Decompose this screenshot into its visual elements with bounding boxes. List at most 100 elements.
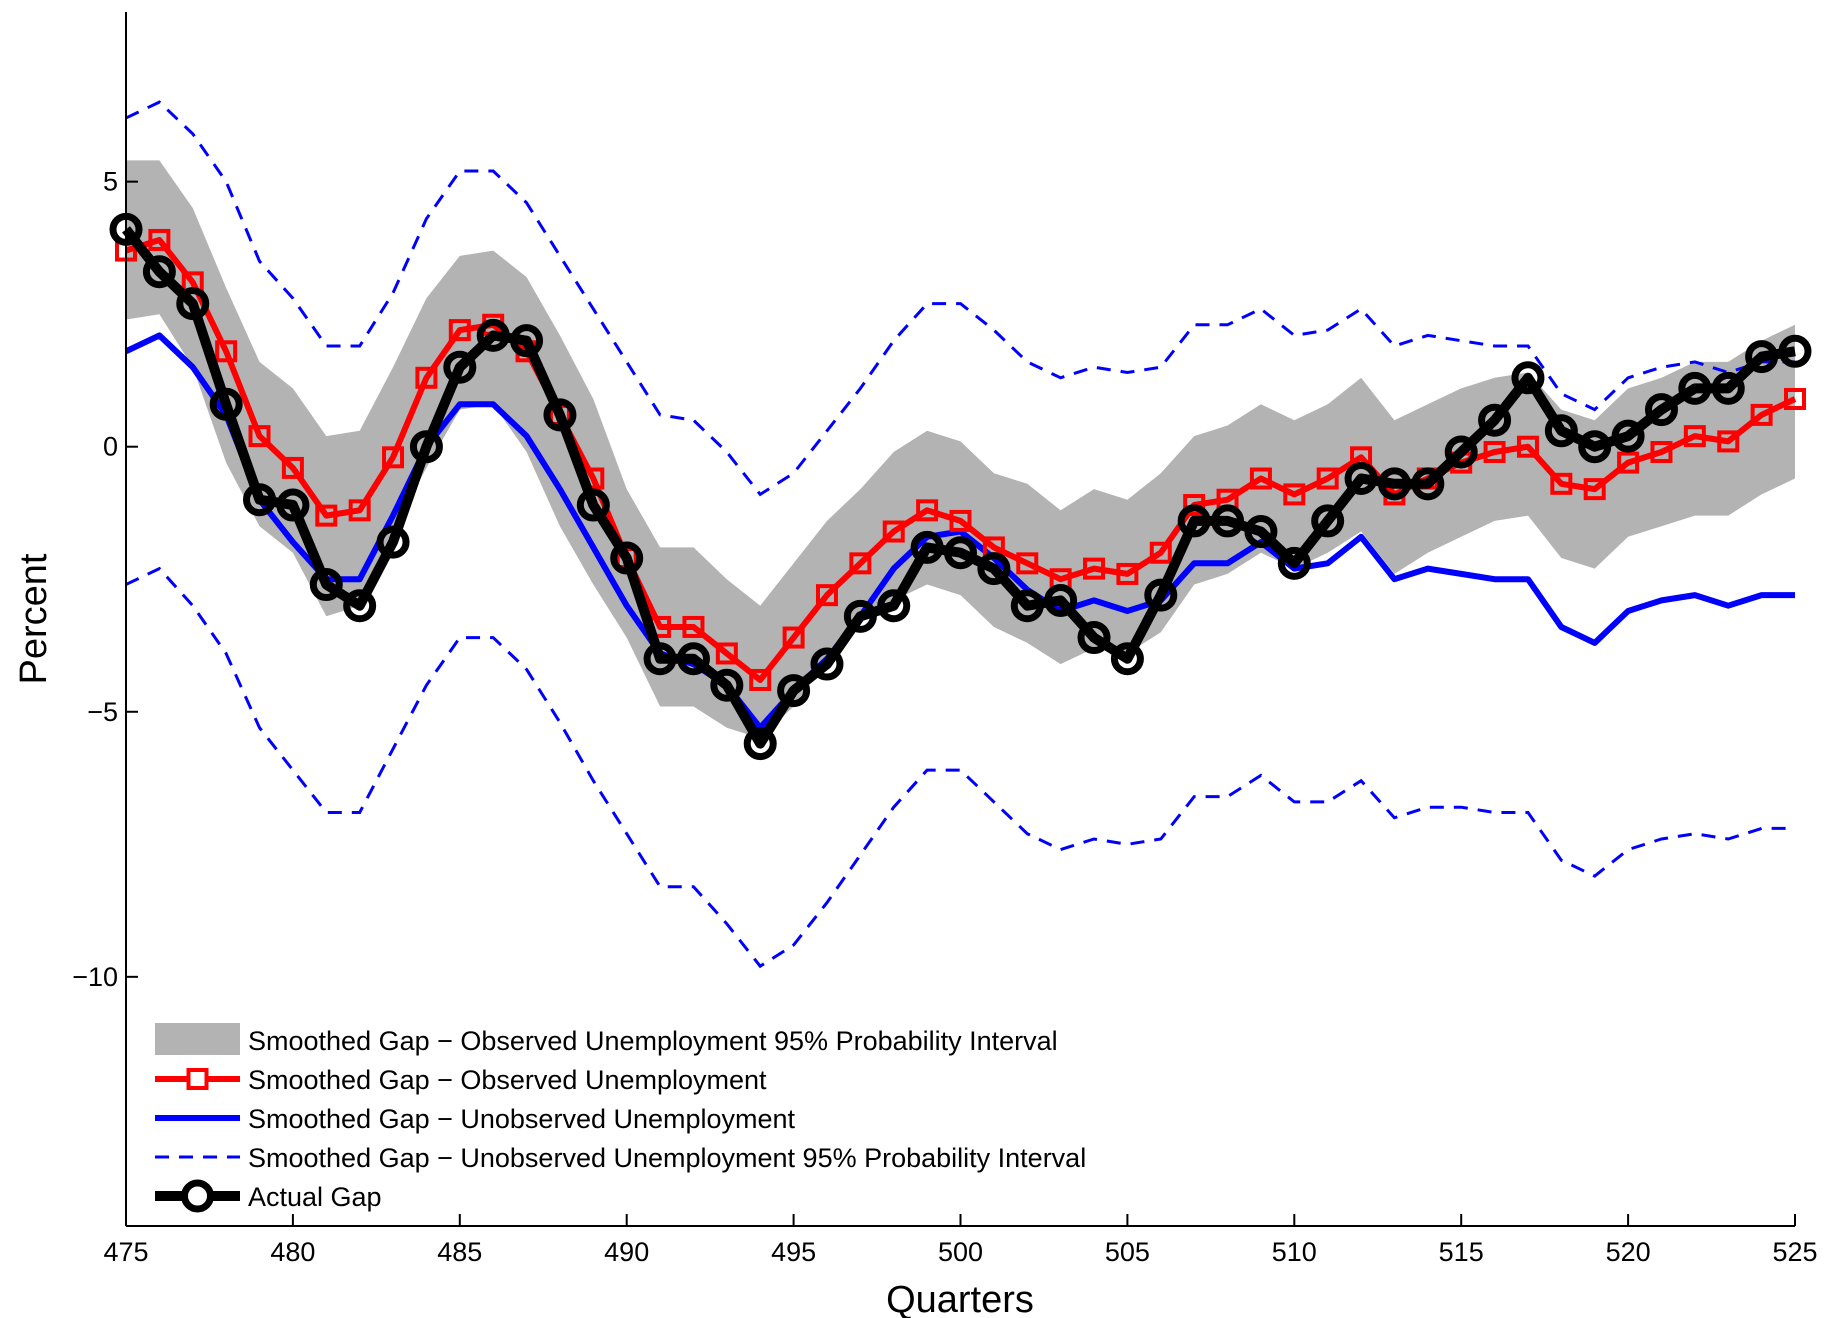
actual-gap-marker: [1110, 642, 1144, 676]
observed-gap-marker: [1750, 403, 1773, 426]
actual-gap-marker: [977, 552, 1011, 586]
observed-gap-marker: [281, 456, 304, 479]
x-tick-label: 525: [1772, 1237, 1817, 1267]
actual-gap-marker: [1344, 462, 1378, 496]
observed-gap-marker: [949, 509, 972, 532]
observed-gap-marker: [1183, 494, 1206, 517]
x-axis-title: Quarters: [886, 1279, 1034, 1318]
observed-gap-marker: [715, 642, 738, 665]
observed-gap-marker: [315, 504, 338, 527]
x-tick-label: 505: [1105, 1237, 1150, 1267]
observed-gap-marker: [815, 584, 838, 607]
legend-label: Smoothed Gap − Observed Unemployment 95%…: [248, 1026, 1058, 1056]
observed-gap-marker: [215, 340, 238, 363]
actual-gap-marker: [376, 525, 410, 559]
actual-gap-marker: [443, 350, 477, 384]
x-tick-label: 520: [1606, 1237, 1651, 1267]
observed-gap-marker: [1083, 557, 1106, 580]
actual-gap-marker: [1211, 504, 1245, 538]
actual-gap-marker: [309, 568, 343, 602]
observed-gap-marker: [1316, 467, 1339, 490]
actual-gap-marker: [1611, 419, 1645, 453]
actual-gap-marker: [643, 642, 677, 676]
y-axis-title: Percent: [13, 553, 55, 684]
legend: Smoothed Gap − Observed Unemployment 95%…: [155, 1023, 1086, 1213]
actual-gap-marker: [777, 674, 811, 708]
actual-gap-marker: [676, 642, 710, 676]
y-tick-label: 0: [103, 432, 118, 462]
observed-gap-marker: [1683, 425, 1706, 448]
actual-gap-marker: [1711, 371, 1745, 405]
actual-gap-marker: [1010, 589, 1044, 623]
legend-swatch-observed-interval: [155, 1023, 240, 1055]
actual-gap-marker: [1544, 414, 1578, 448]
y-tick-label: 5: [103, 167, 118, 197]
observed-gap-marker: [682, 615, 705, 638]
observed-gap-marker: [1016, 552, 1039, 575]
observed-gap-marker: [1617, 451, 1640, 474]
observed-gap-marker: [415, 366, 438, 389]
actual-gap-marker: [1678, 371, 1712, 405]
actual-gap-marker: [843, 599, 877, 633]
actual-gap-marker: [510, 324, 544, 358]
actual-gap-marker: [743, 727, 777, 761]
actual-gap-marker: [576, 488, 610, 522]
observed-gap-marker: [916, 499, 939, 522]
actual-gap-marker: [910, 530, 944, 564]
actual-gap-marker: [209, 387, 243, 421]
observed-gap-marker: [1550, 472, 1573, 495]
actual-gap-marker: [243, 483, 277, 517]
actual-gap-marker: [476, 318, 510, 352]
x-tick-label: 495: [771, 1237, 816, 1267]
legend-marker-actual-gap: [181, 1179, 214, 1213]
actual-gap-marker: [1144, 578, 1178, 612]
actual-gap-marker: [810, 647, 844, 681]
observed-gap-marker: [382, 446, 405, 469]
actual-gap-marker: [710, 668, 744, 702]
actual-gap-marker: [877, 589, 911, 623]
observed-gap-marker: [1650, 441, 1673, 464]
actual-gap-marker: [409, 430, 443, 464]
actual-gap-marker: [1578, 430, 1612, 464]
observed-gap-marker: [1717, 430, 1740, 453]
observed-gap-marker: [782, 626, 805, 649]
actual-gap-marker: [1745, 340, 1779, 374]
y-tick-label: −10: [72, 962, 118, 992]
x-tick-label: 490: [604, 1237, 649, 1267]
actual-gap-marker: [176, 287, 210, 321]
actual-gap-marker: [1377, 467, 1411, 501]
x-tick-label: 475: [103, 1237, 148, 1267]
actual-gap-marker: [1311, 504, 1345, 538]
actual-gap-marker: [343, 589, 377, 623]
observed-gap-marker: [1483, 441, 1506, 464]
unobserved-interval-lower-line: [125, 566, 1795, 969]
actual-gap-marker: [142, 255, 176, 289]
plot-area: [109, 100, 1812, 969]
observed-gap-marker: [1116, 562, 1139, 585]
observed-gap-marker: [1583, 478, 1606, 501]
observed-gap-marker: [1784, 387, 1806, 410]
ticks: 475 480 485 490 495 500 505 510 515 520 525 5 0 −5 −10: [72, 167, 1817, 1267]
observed-gap-line: [125, 237, 1797, 683]
actual-gap-marker: [1478, 403, 1512, 437]
legend-marker-observed-gap: [186, 1068, 209, 1090]
actual-gap-marker: [1511, 361, 1545, 395]
legend-label: Actual Gap: [248, 1182, 382, 1212]
x-tick-label: 480: [270, 1237, 315, 1267]
observed-gap-marker: [1149, 541, 1172, 564]
actual-gap-line: [122, 226, 1796, 749]
actual-gap-marker: [1277, 546, 1311, 580]
y-tick-label: −5: [87, 697, 118, 727]
observed-gap-marker: [348, 499, 371, 522]
observed-gap-marker: [1283, 483, 1306, 506]
observed-gap-marker: [1249, 467, 1272, 490]
actual-gap-marker: [1044, 583, 1078, 617]
x-tick-label: 500: [938, 1237, 983, 1267]
actual-gap-marker: [1778, 334, 1812, 368]
actual-gap-marker: [610, 541, 644, 575]
actual-gap-marker: [543, 398, 577, 432]
observed-gap-marker: [1516, 435, 1539, 458]
actual-gap-marker: [1177, 504, 1211, 538]
actual-gap-marker: [1077, 621, 1111, 655]
actual-gap-marker: [944, 536, 977, 570]
